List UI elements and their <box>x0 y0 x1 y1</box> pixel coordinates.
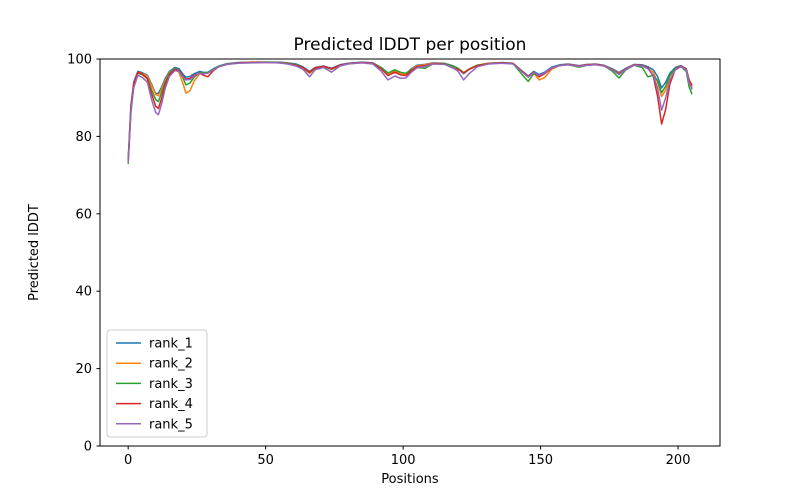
plot-area-border <box>99 58 721 447</box>
chart-title: Predicted lDDT per position <box>294 35 527 55</box>
y-tick-label: 100 <box>67 53 92 68</box>
y-tick-label: 80 <box>75 130 92 145</box>
legend-label-rank_4: rank_4 <box>149 397 193 412</box>
legend-label-rank_3: rank_3 <box>149 377 193 392</box>
series-line-rank_1 <box>127 61 693 161</box>
x-tick-label: 100 <box>391 453 416 468</box>
legend: rank_1 rank_2 rank_3 rank_4 rank_5 <box>106 329 208 438</box>
series-line-rank_4 <box>127 61 693 161</box>
x-axis-label: Positions <box>381 472 439 487</box>
x-tick-label: 0 <box>124 453 132 468</box>
series-line-rank_5 <box>127 61 693 163</box>
x-tick-label: 200 <box>666 453 691 468</box>
legend-label-rank_2: rank_2 <box>149 357 193 372</box>
y-axis-ticks: 0 20 40 60 80 100 <box>67 53 100 455</box>
x-tick-label: 50 <box>257 453 274 468</box>
series-line-rank_2 <box>127 61 693 163</box>
x-axis-ticks: 0 50 100 150 200 <box>124 446 690 468</box>
legend-label-rank_5: rank_5 <box>149 417 193 432</box>
y-axis-label: Predicted lDDT <box>27 204 42 301</box>
x-tick-label: 150 <box>528 453 553 468</box>
series-lines <box>127 61 693 165</box>
y-tick-label: 0 <box>84 440 92 455</box>
legend-box <box>106 329 208 438</box>
y-tick-label: 60 <box>75 207 92 222</box>
series-line-rank_3 <box>127 61 693 165</box>
legend-label-rank_1: rank_1 <box>149 337 193 352</box>
y-tick-label: 40 <box>75 285 92 300</box>
y-tick-label: 20 <box>75 362 92 377</box>
